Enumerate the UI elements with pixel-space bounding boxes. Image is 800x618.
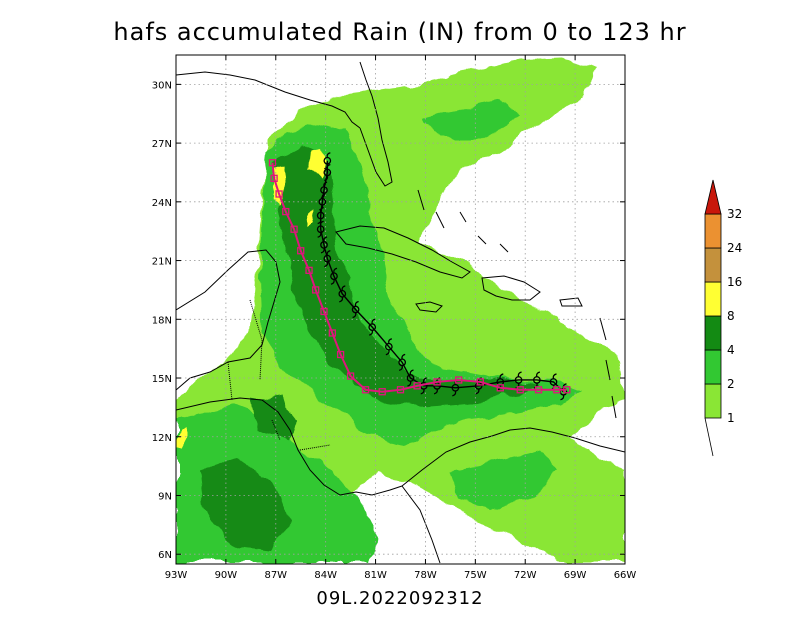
square-marker: [534, 386, 543, 394]
hurricane-symbol-marker: [323, 163, 332, 182]
square-marker: [346, 372, 355, 380]
lon-tick-label: 66W: [614, 570, 637, 581]
square-marker: [312, 286, 320, 294]
yucatan-coast: [176, 249, 281, 391]
lat-tick-label: 24N: [152, 198, 172, 209]
colorbar-label: 16: [727, 275, 742, 289]
square-marker: [290, 225, 298, 233]
colorbar-bottom-arrow: [704, 417, 714, 457]
square-marker: [476, 378, 484, 386]
lon-tick-label: 75W: [464, 570, 487, 581]
square-marker: [336, 350, 345, 359]
hurricane-symbol-marker: [323, 249, 332, 268]
colorbar-label: 1: [727, 411, 735, 425]
hurricane-symbol-marker: [338, 285, 347, 303]
lat-tick-label: 9N: [158, 491, 172, 502]
hurricane-symbol-marker: [316, 206, 325, 225]
lon-tick-label: 90W: [215, 570, 238, 581]
colombia-venezuela-coast: [401, 427, 625, 487]
square-marker: [297, 247, 305, 255]
square-marker: [413, 382, 421, 390]
square-marker: [305, 266, 313, 274]
square-marker: [275, 190, 283, 198]
square-marker: [516, 386, 524, 394]
colorbar-top-arrow: [704, 179, 722, 215]
hurricane-symbol-marker: [320, 236, 328, 254]
colorbar-label: 2: [727, 377, 735, 391]
cuba-coast: [335, 225, 471, 279]
lat-tick-label: 27N: [152, 139, 172, 150]
bahamas: [417, 189, 509, 253]
colorbar-segment: [704, 315, 722, 351]
hurricane-symbol-marker: [406, 369, 415, 387]
square-marker: [433, 378, 441, 386]
colorbar-segment: [704, 383, 722, 419]
square-marker: [563, 386, 571, 394]
lon-tick-label: 93W: [165, 570, 188, 581]
colorbar-segment: [704, 281, 722, 317]
square-marker: [268, 159, 277, 167]
lon-tick-label: 72W: [514, 570, 537, 581]
square-marker: [396, 386, 405, 394]
rain-shading: [176, 58, 625, 563]
colorbar-segment: [704, 247, 722, 283]
lon-tick-label: 81W: [364, 570, 387, 581]
lat-tick-label: 21N: [152, 257, 172, 268]
hurricane-symbol-marker: [398, 353, 407, 371]
colorbar-label: 24: [727, 241, 742, 255]
square-marker: [328, 329, 336, 337]
hurricane-symbol-marker: [330, 267, 338, 285]
hurricane-symbol-marker: [385, 338, 393, 356]
storm-tracks: [268, 152, 571, 401]
storm-id-date: 09L.2022092312: [316, 588, 484, 609]
lat-tick-label: 12N: [152, 433, 172, 444]
map-axes: 93W 90W 87W 84W 81W 78W 75W 72W 69W 66W 6N 9N 12N 15N…: [152, 55, 637, 581]
colorbar-segment: [704, 213, 722, 249]
square-marker: [361, 386, 370, 394]
hurricane-symbol-marker: [316, 220, 325, 238]
map-gridlines: [176, 55, 625, 564]
hispaniola-coast: [481, 275, 541, 301]
lesser-antilles: [599, 317, 617, 419]
colorbar-segment: [704, 349, 722, 385]
lat-tick-label: 15N: [152, 374, 172, 385]
square-marker: [270, 174, 278, 182]
map-title: hafs accumulated Rain (IN) from 0 to 123…: [113, 18, 687, 46]
lat-tick-label: 6N: [158, 550, 172, 561]
jamaica-coast: [415, 301, 443, 313]
hurricane-symbol-marker: [419, 377, 428, 395]
hurricane-symbol-marker: [351, 300, 360, 319]
puerto-rico-coast: [559, 297, 583, 307]
square-marker: [553, 386, 561, 394]
south-america-inland-border: [401, 485, 441, 564]
square-marker: [320, 307, 328, 316]
square-marker: [282, 207, 290, 216]
lon-tick-label: 78W: [414, 570, 437, 581]
square-marker: [378, 388, 386, 396]
us-gulf-coast: [176, 71, 361, 129]
rain-medium-area: [176, 100, 580, 563]
central-america-coast: [176, 397, 403, 496]
square-marker: [455, 376, 463, 384]
lat-tick-label: 18N: [152, 315, 172, 326]
coastlines: [176, 61, 625, 564]
florida-coast: [359, 61, 393, 187]
map-frame: [175, 54, 626, 565]
lon-tick-label: 87W: [264, 570, 287, 581]
colorbar-label: 32: [727, 207, 742, 221]
lon-tick-label: 69W: [564, 570, 587, 581]
lat-tick-label: 30N: [152, 80, 172, 91]
colorbar-label: 8: [727, 309, 735, 323]
square-marker: [496, 384, 504, 392]
lon-tick-label: 84W: [314, 570, 337, 581]
colorbar-label: 4: [727, 343, 735, 357]
rain-heavy-area: [200, 145, 540, 550]
hurricane-symbol-marker: [368, 318, 377, 336]
